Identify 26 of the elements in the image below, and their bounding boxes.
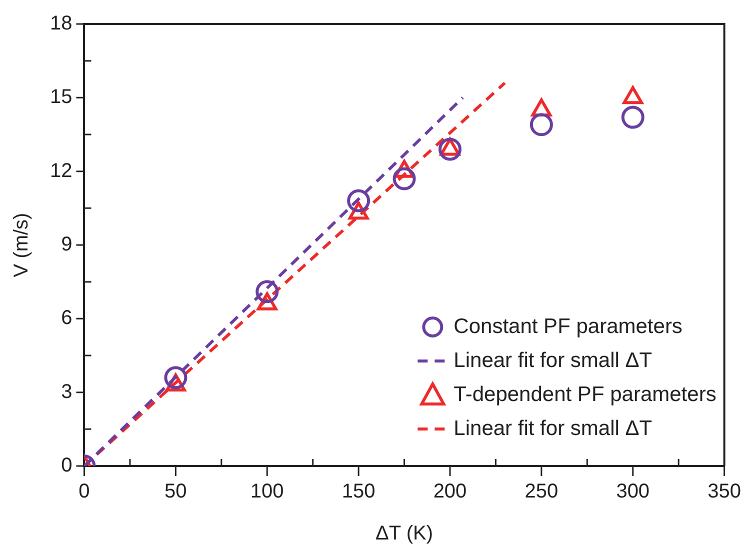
y-tick-label: 18 [50, 12, 72, 35]
x-tick-label: 200 [433, 480, 467, 503]
x-tick-label: 0 [78, 480, 90, 503]
point [392, 167, 416, 190]
point [621, 106, 644, 129]
point [347, 189, 370, 212]
x-tick-label: 250 [524, 480, 558, 503]
x-tick-label: 150 [342, 480, 376, 503]
legend-label: Constant PF parameters [454, 314, 682, 338]
y-tick-label: 3 [61, 380, 72, 403]
x-tick-label: 100 [250, 480, 284, 503]
y-axis-title: V (m/s) [10, 212, 33, 278]
y-tick-label: 12 [50, 160, 72, 182]
point [530, 113, 553, 136]
x-tick-label: 300 [616, 480, 650, 503]
y-tick-label: 0 [61, 454, 72, 477]
legend-label: Linear fit for small ΔT [454, 348, 652, 372]
point [438, 138, 462, 161]
legend-label: Linear fit for small ΔT [454, 416, 652, 440]
legend-label: T-dependent PF parameters [454, 382, 716, 406]
x-tick-label: 350 [708, 480, 742, 503]
x-tick-label: 50 [164, 480, 187, 503]
x-axis-title: ΔT (K) [376, 522, 433, 545]
y-tick-label: 6 [61, 307, 72, 330]
y-tick-label: 15 [50, 86, 72, 108]
y-tick-label: 9 [61, 234, 72, 256]
